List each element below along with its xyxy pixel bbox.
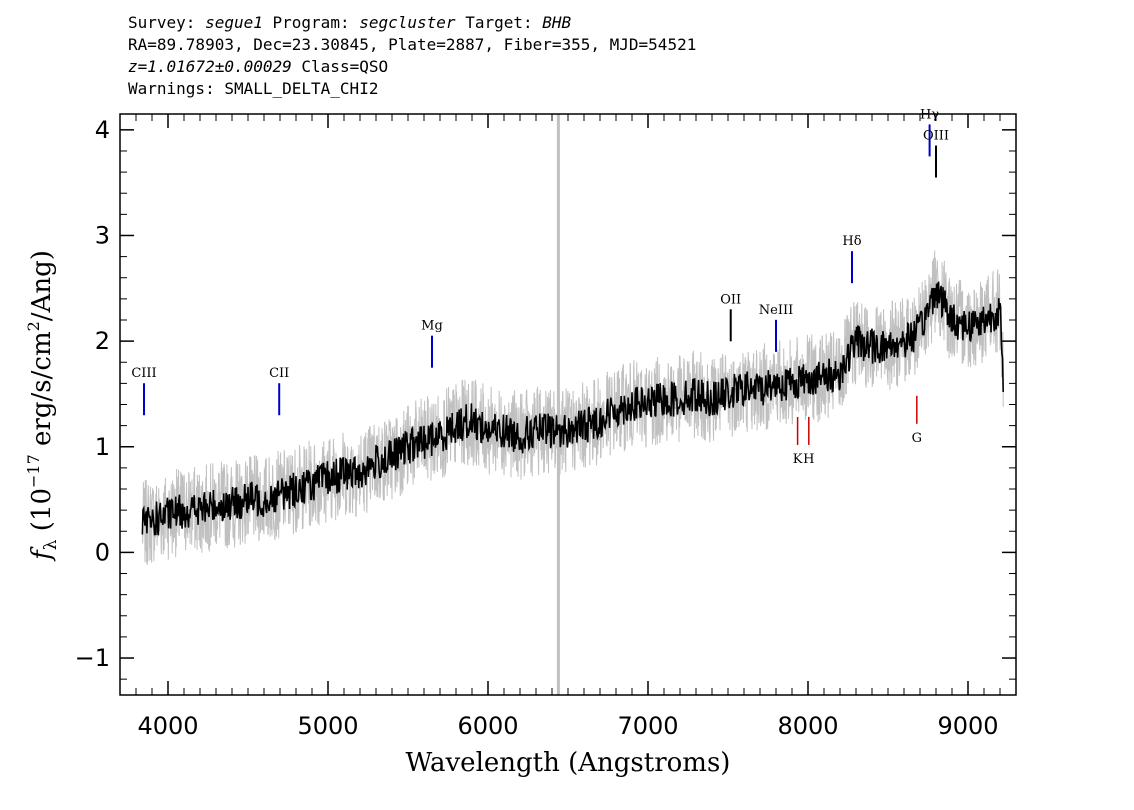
redshift-value: z=1.01672±0.00029 [128, 57, 292, 76]
y-axis-title: fλ (10−17 erg/s/cm2/Ang) [24, 250, 61, 562]
emission-line-label: NeIII [759, 303, 793, 318]
x-tick-label: 6000 [457, 712, 518, 740]
emission-line-label: OIII [923, 129, 949, 144]
emission-line-label: Hδ [842, 234, 861, 249]
y-axis-exponent: −17 [24, 454, 43, 488]
series-model-line [141, 281, 1004, 536]
y-tick-label: −1 [75, 644, 110, 672]
y-tick-label: 0 [95, 538, 110, 566]
emission-line-label: Mg [421, 319, 443, 334]
target-value: BHB [542, 13, 572, 32]
x-axis-title: Wavelength (Angstroms) [406, 748, 731, 778]
emission-line-label: CII [269, 366, 289, 381]
header-line-3: z=1.01672±0.00029 Class=QSO [128, 56, 696, 78]
survey-value: segue1 [205, 13, 263, 32]
y-tick-label: 4 [95, 116, 110, 144]
header-line-4: Warnings: SMALL_DELTA_CHI2 [128, 79, 379, 98]
x-tick-label: 8000 [777, 712, 838, 740]
program-label: Program: [272, 13, 350, 32]
x-tick-label: 7000 [617, 712, 678, 740]
header-line-2: RA=89.78903, Dec=23.30845, Plate=2887, F… [128, 35, 697, 54]
x-tick-label: 4000 [137, 712, 198, 740]
x-tick-label: 9000 [937, 712, 998, 740]
y-tick-label: 2 [95, 327, 110, 355]
plot-area [141, 114, 1004, 695]
y-axis-close: /Ang) [27, 250, 57, 321]
program-value: segcluster [359, 13, 456, 32]
class-value: Class=QSO [301, 57, 389, 76]
header-line-1: Survey: segue1 Program: segcluster Targe… [128, 12, 696, 34]
absorption-line-label: G [912, 431, 922, 446]
absorption-line-label: H [803, 452, 814, 467]
axis-tick-labels: 4000 5000 6000 7000 8000 9000 −1 0 1 2 3 4 [75, 116, 999, 740]
target-label: Target: [465, 13, 533, 32]
series-flux-line [141, 250, 1004, 566]
x-tick-label: 5000 [297, 712, 358, 740]
axis-ticks [120, 114, 1017, 695]
emission-line-label: CIII [131, 366, 156, 381]
y-axis-units: erg/s/cm [27, 331, 57, 454]
emission-line-label: Hγ [920, 107, 939, 122]
y-tick-label: 1 [95, 433, 110, 461]
spectrum-header: Survey: segue1 Program: segcluster Targe… [128, 12, 696, 100]
y-tick-label: 3 [95, 221, 110, 249]
y-axis-lambda: λ [41, 539, 61, 550]
survey-label: Survey: [128, 13, 196, 32]
y-axis-open: (10 [27, 488, 57, 540]
spectral-line-markers: CIII CII Mg OII NeIII Hδ Hγ OIII K H G [131, 107, 949, 467]
emission-line-label: OII [720, 292, 741, 307]
y-axis-cm-exponent: 2 [24, 321, 43, 331]
absorption-line-label: K [793, 452, 803, 467]
